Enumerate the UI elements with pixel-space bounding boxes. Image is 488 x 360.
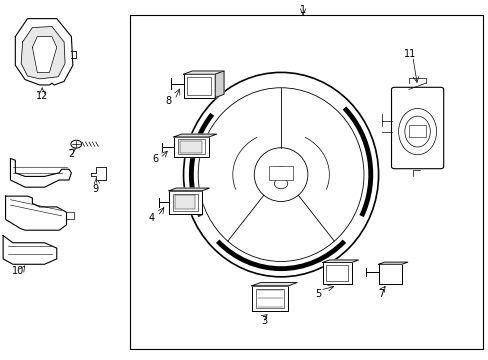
Ellipse shape bbox=[198, 88, 363, 261]
Polygon shape bbox=[168, 191, 202, 214]
Text: 7: 7 bbox=[377, 289, 384, 299]
Ellipse shape bbox=[71, 140, 81, 148]
Polygon shape bbox=[215, 71, 224, 98]
Ellipse shape bbox=[183, 72, 378, 277]
Polygon shape bbox=[32, 37, 57, 72]
Text: 6: 6 bbox=[152, 154, 159, 164]
Bar bbox=[268, 166, 293, 180]
Text: 11: 11 bbox=[404, 49, 416, 59]
Polygon shape bbox=[378, 262, 407, 264]
Polygon shape bbox=[251, 283, 297, 286]
Polygon shape bbox=[3, 235, 57, 264]
Polygon shape bbox=[15, 19, 73, 85]
Text: 5: 5 bbox=[315, 289, 321, 299]
Polygon shape bbox=[183, 74, 215, 98]
Polygon shape bbox=[168, 188, 209, 191]
Bar bbox=[175, 195, 194, 210]
Polygon shape bbox=[173, 134, 216, 137]
Bar bbox=[187, 77, 211, 95]
Bar bbox=[408, 126, 426, 137]
Text: 1: 1 bbox=[299, 5, 305, 15]
Text: 8: 8 bbox=[165, 96, 172, 106]
Bar bbox=[172, 194, 198, 211]
Polygon shape bbox=[91, 167, 105, 180]
Polygon shape bbox=[322, 260, 358, 262]
Ellipse shape bbox=[273, 167, 288, 179]
Text: 4: 4 bbox=[148, 213, 155, 222]
Text: 12: 12 bbox=[36, 91, 48, 101]
Ellipse shape bbox=[398, 108, 436, 155]
Polygon shape bbox=[322, 262, 351, 284]
Ellipse shape bbox=[404, 116, 429, 147]
Polygon shape bbox=[378, 264, 401, 284]
Text: 2: 2 bbox=[68, 149, 74, 159]
Bar bbox=[177, 139, 204, 154]
Bar bbox=[130, 15, 483, 348]
Polygon shape bbox=[251, 286, 288, 311]
Ellipse shape bbox=[254, 148, 307, 202]
Ellipse shape bbox=[274, 179, 287, 189]
Polygon shape bbox=[21, 27, 65, 79]
Text: 10: 10 bbox=[12, 266, 24, 276]
Bar bbox=[255, 289, 284, 308]
Bar bbox=[179, 141, 202, 153]
Text: 9: 9 bbox=[93, 184, 99, 194]
FancyBboxPatch shape bbox=[391, 87, 443, 169]
Text: 3: 3 bbox=[261, 316, 266, 325]
Polygon shape bbox=[10, 158, 71, 187]
Bar bbox=[325, 265, 347, 282]
Polygon shape bbox=[5, 196, 66, 230]
Polygon shape bbox=[183, 71, 224, 74]
Polygon shape bbox=[173, 137, 208, 157]
